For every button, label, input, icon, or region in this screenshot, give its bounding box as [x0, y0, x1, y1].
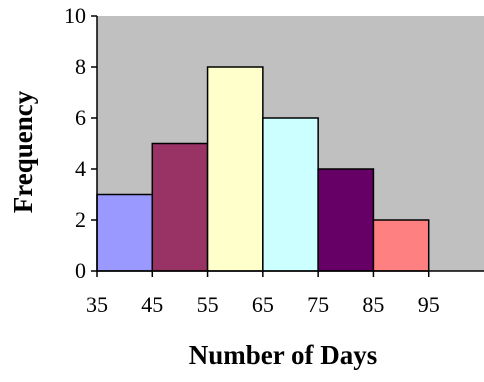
y-axis-title: Frequency [8, 90, 38, 213]
x-tick-label-75: 75 [307, 292, 329, 317]
bar-45-55 [151, 142, 209, 272]
bar-75-85 [317, 168, 375, 272]
x-tick-label-65: 65 [252, 292, 274, 317]
y-tick-label-6: 6 [75, 105, 86, 130]
y-ticks-group: 0 2 4 6 8 10 [64, 3, 97, 283]
x-tick-label-95: 95 [418, 292, 440, 317]
x-ticks-group: 35 45 55 65 75 85 95 [86, 271, 440, 317]
y-tick-label-0: 0 [75, 258, 86, 283]
x-axis-title: Number of Days [189, 340, 378, 370]
bars-group [96, 66, 430, 272]
y-tick-label-8: 8 [75, 54, 86, 79]
y-tick-label-4: 4 [75, 156, 86, 181]
bar-85-95 [372, 219, 430, 272]
y-tick-label-2: 2 [75, 207, 86, 232]
x-tick-label-55: 55 [197, 292, 219, 317]
x-tick-label-35: 35 [86, 292, 108, 317]
bar-55-65 [206, 66, 264, 272]
x-tick-label-45: 45 [141, 292, 163, 317]
bar-65-75 [262, 117, 319, 272]
y-tick-label-10: 10 [64, 3, 86, 28]
bar-35-45 [96, 193, 154, 272]
x-tick-label-85: 85 [362, 292, 384, 317]
